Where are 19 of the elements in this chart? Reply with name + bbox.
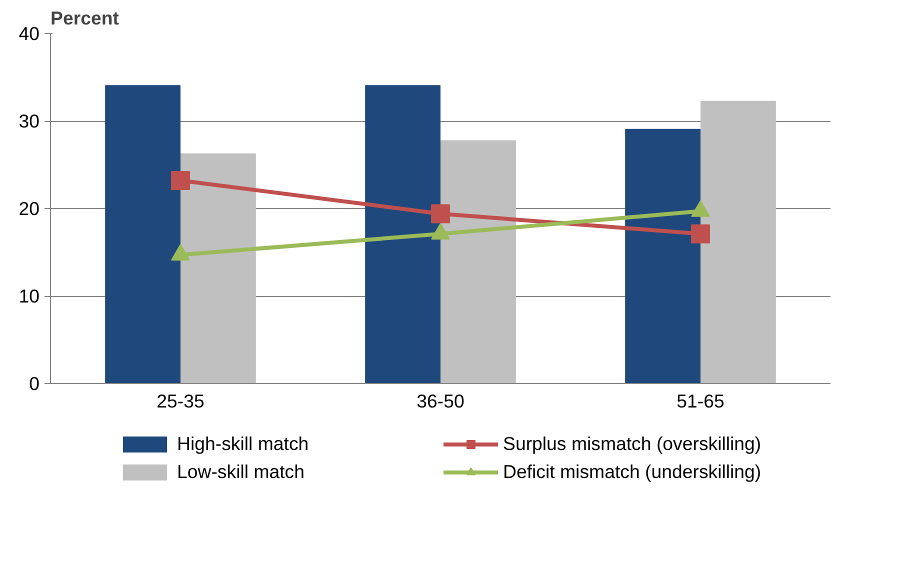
x-tick-label: 25-35 [156,390,204,412]
x-tick-label: 51-65 [676,390,724,412]
bar [700,100,776,384]
bar [365,85,440,384]
bar [105,85,180,384]
y-tick-label: 10 [18,286,40,306]
legend-label: High-skill match [177,432,310,454]
y-tick-label: 0 [29,373,40,394]
x-tick-label: 36-50 [416,390,464,412]
legend-label: Low-skill match [177,460,306,482]
y-axis-title: Percent [50,8,119,28]
y-tick-label: 20 [18,198,40,219]
bar [440,140,516,384]
legend-label: Deficit mismatch (underskilling) [503,460,762,482]
bar [180,153,256,384]
y-tick-label: 30 [18,110,40,132]
y-tick-label: 40 [18,23,40,44]
legend-label: Surplus mismatch (overskilling) [503,432,762,454]
bar [625,128,700,384]
